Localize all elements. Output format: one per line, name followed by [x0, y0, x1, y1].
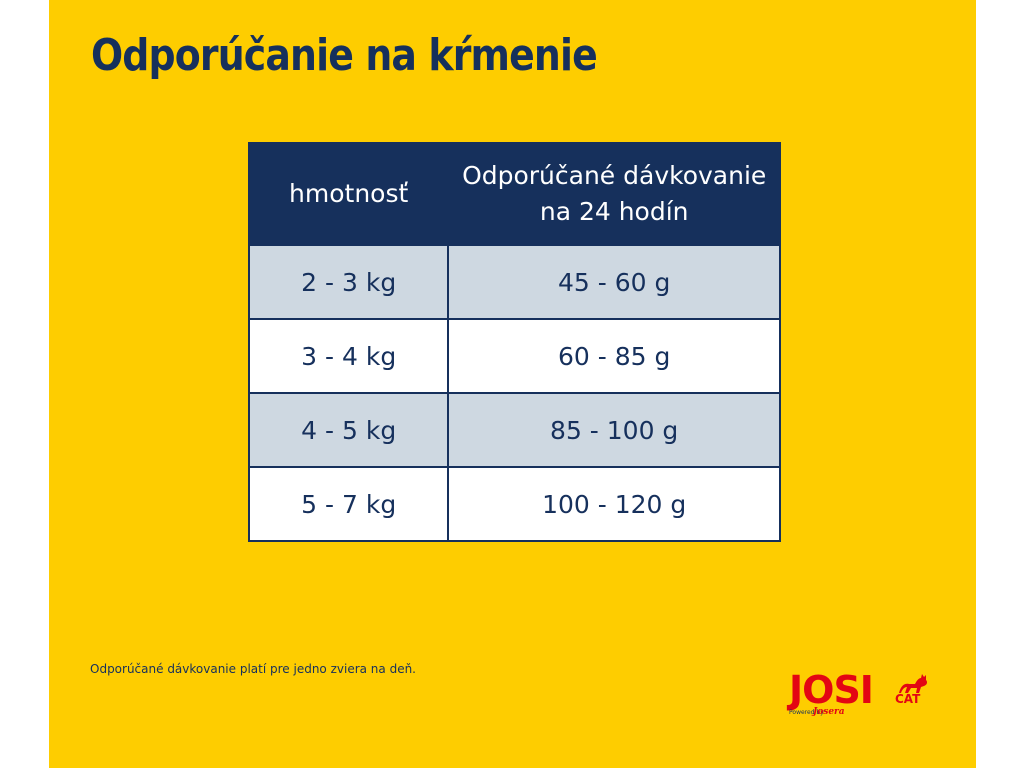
table-header-row: hmotnosť Odporúčané dávkovanie na 24 hod… [247, 142, 781, 246]
dose-cell: 85 - 100 g [447, 392, 781, 468]
logo-subword: CAT [895, 692, 921, 706]
header-weight: hmotnosť [247, 142, 450, 246]
dose-cell: 45 - 60 g [447, 244, 781, 320]
feeding-table: hmotnosť Odporúčané dávkovanie na 24 hod… [247, 142, 781, 542]
logo-powered-text: Powered by [789, 709, 824, 716]
logo-wordmark: JOSI [789, 668, 874, 712]
cat-icon [899, 674, 928, 693]
josi-cat-logo: JOSI CAT Powered by Josera [789, 671, 931, 721]
weight-cell: 5 - 7 kg [247, 466, 450, 542]
table-row: 2 - 3 kg 45 - 60 g [247, 244, 781, 320]
weight-cell: 3 - 4 kg [247, 318, 450, 394]
weight-cell: 4 - 5 kg [247, 392, 450, 468]
table-row: 3 - 4 kg 60 - 85 g [247, 318, 781, 394]
table-row: 5 - 7 kg 100 - 120 g [247, 466, 781, 542]
header-dose-line2: na 24 hodín [539, 197, 689, 226]
table-row: 4 - 5 kg 85 - 100 g [247, 392, 781, 468]
dose-cell: 100 - 120 g [447, 466, 781, 542]
header-dose: Odporúčané dávkovanie na 24 hodín [447, 142, 781, 246]
feeding-panel: Odporúčanie na kŕmenie hmotnosť Odporúča… [49, 0, 976, 768]
header-dose-line1: Odporúčané dávkovanie [462, 161, 767, 190]
logo-brand-text: Josera [813, 707, 845, 717]
page-title: Odporúčanie na kŕmenie [91, 30, 598, 81]
dosage-footnote: Odporúčané dávkovanie platí pre jedno zv… [90, 662, 416, 676]
weight-cell: 2 - 3 kg [247, 244, 450, 320]
dose-cell: 60 - 85 g [447, 318, 781, 394]
